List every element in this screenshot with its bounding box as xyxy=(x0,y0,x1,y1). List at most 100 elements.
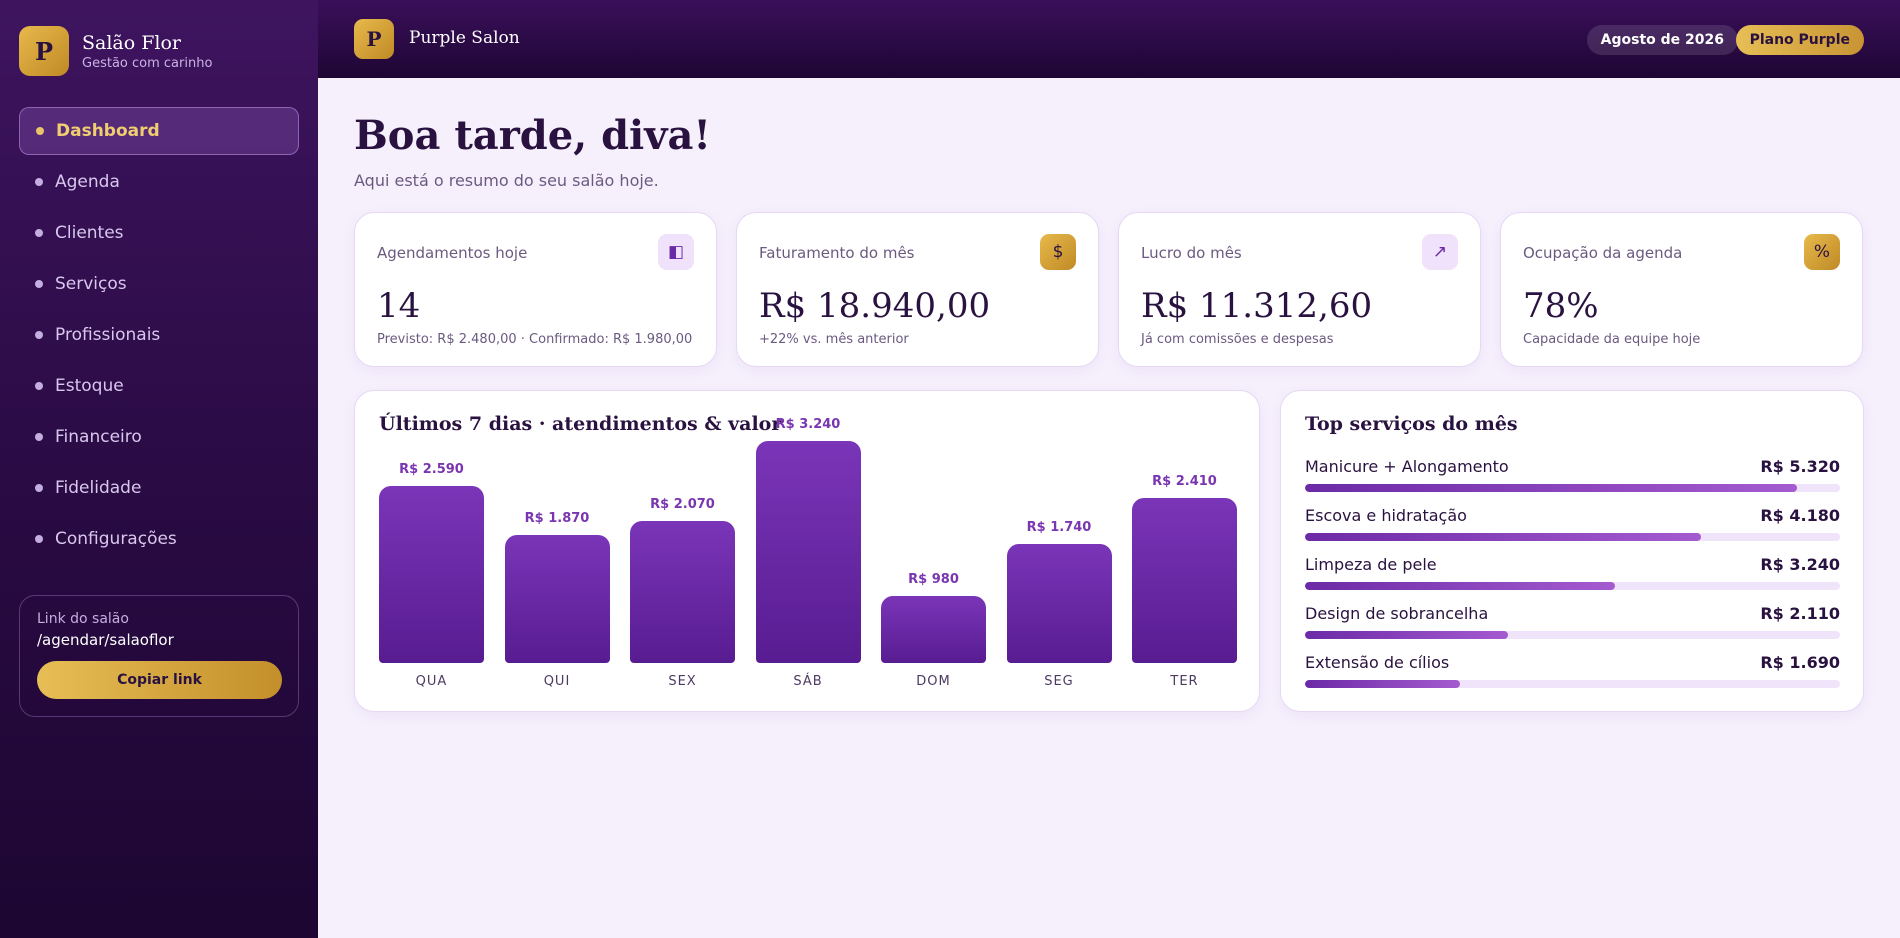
kpi-value: R$ 11.312,60 xyxy=(1141,286,1373,326)
bar-value-label: R$ 2.070 xyxy=(650,497,715,512)
bar-category-label: QUI xyxy=(543,674,571,689)
sidebar-item-dashboard[interactable]: Dashboard xyxy=(19,107,299,155)
bar-value-label: R$ 3.240 xyxy=(775,417,841,432)
service-name: Escova e hidratação xyxy=(1305,506,1467,525)
sidebar-item-label: Agenda xyxy=(55,172,120,192)
sidebar-item-servicos[interactable]: Serviços xyxy=(19,260,299,308)
service-row: Limpeza de pele R$ 3.240 xyxy=(1305,555,1840,574)
bar-category-label: DOM xyxy=(916,674,951,689)
kpi-note: Capacidade da equipe hoje xyxy=(1523,332,1701,347)
trend-up-icon: ↗ xyxy=(1422,234,1458,270)
bullet-icon xyxy=(35,535,43,543)
bar-category-label: SEG xyxy=(1044,674,1074,689)
service-name: Extensão de cílios xyxy=(1305,653,1450,672)
bullet-icon xyxy=(36,127,44,135)
sidebar-item-label: Estoque xyxy=(55,376,124,396)
sidebar-item-label: Serviços xyxy=(55,274,127,294)
bullet-icon xyxy=(35,331,43,339)
bar-value-label: R$ 2.410 xyxy=(1152,474,1217,489)
top-services-title: Top serviços do mês xyxy=(1305,413,1518,435)
bullet-icon xyxy=(35,484,43,492)
kpi-value: R$ 18.940,00 xyxy=(759,286,991,326)
bullet-icon xyxy=(35,229,43,237)
service-row: Extensão de cílios R$ 1.690 xyxy=(1305,653,1840,672)
sidebar-nav: Dashboard Agenda Clientes Serviços Profi… xyxy=(19,107,299,566)
service-value: R$ 5.320 xyxy=(1760,457,1840,476)
sidebar: P Salão Flor Gestão com carinho Dashboar… xyxy=(0,0,318,938)
service-item: Extensão de cílios R$ 1.690 xyxy=(1305,653,1840,688)
salon-link-label: Link do salão xyxy=(37,611,129,627)
service-progress-track xyxy=(1305,680,1840,688)
service-value: R$ 3.240 xyxy=(1760,555,1840,574)
sidebar-item-label: Financeiro xyxy=(55,427,142,447)
kpi-card-occupancy: Ocupação da agenda % 78% Capacidade da e… xyxy=(1500,212,1863,367)
chart-bar[interactable] xyxy=(881,596,986,663)
bar-category-label: TER xyxy=(1170,674,1199,689)
weekly-chart-card: Últimos 7 dias · atendimentos & valor R$… xyxy=(354,390,1260,712)
kpi-card-revenue: Faturamento do mês $ R$ 18.940,00 +22% v… xyxy=(736,212,1099,367)
copy-link-button[interactable]: Copiar link xyxy=(37,661,282,699)
service-progress-fill xyxy=(1305,631,1509,639)
kpi-label: Faturamento do mês xyxy=(759,244,915,262)
bar-value-label: R$ 1.870 xyxy=(524,511,590,526)
kpi-value: 14 xyxy=(377,286,421,326)
chart-bar[interactable] xyxy=(1132,498,1237,663)
sidebar-item-fidelidade[interactable]: Fidelidade xyxy=(19,464,299,512)
dollar-icon: $ xyxy=(1040,234,1076,270)
service-name: Limpeza de pele xyxy=(1305,555,1437,574)
chart-bar[interactable] xyxy=(504,535,610,663)
sidebar-item-label: Clientes xyxy=(55,223,124,243)
sidebar-item-estoque[interactable]: Estoque xyxy=(19,362,299,410)
sidebar-item-agenda[interactable]: Agenda xyxy=(19,158,299,206)
kpi-label: Lucro do mês xyxy=(1141,244,1242,262)
service-item: Design de sobrancelha R$ 2.110 xyxy=(1305,604,1840,639)
bullet-icon xyxy=(35,382,43,390)
service-name: Design de sobrancelha xyxy=(1305,604,1489,623)
kpi-note: Já com comissões e despesas xyxy=(1141,332,1334,347)
sidebar-item-label: Profissionais xyxy=(55,325,161,345)
kpi-label: Agendamentos hoje xyxy=(377,244,528,262)
service-row: Escova e hidratação R$ 4.180 xyxy=(1305,506,1840,525)
salon-link-value[interactable]: /agendar/salaoflor xyxy=(37,631,174,649)
bar-category-label: SÁB xyxy=(793,674,823,689)
bullet-icon xyxy=(35,433,43,441)
plan-badge[interactable]: Plano Purple xyxy=(1735,25,1864,55)
bullet-icon xyxy=(35,280,43,288)
brand-subtitle: Gestão com carinho xyxy=(82,55,213,71)
page-subtitle: Aqui está o resumo do seu salão hoje. xyxy=(354,171,659,190)
service-item: Escova e hidratação R$ 4.180 xyxy=(1305,506,1840,541)
kpi-label: Ocupação da agenda xyxy=(1523,244,1683,262)
bar-category-label: QUA xyxy=(415,674,448,689)
bar-category-label: SEX xyxy=(668,674,697,689)
service-progress-fill xyxy=(1305,484,1798,492)
service-progress-fill xyxy=(1305,680,1461,688)
header-title: Purple Salon xyxy=(409,28,520,48)
service-progress-track xyxy=(1305,484,1840,492)
kpi-note: Previsto: R$ 2.480,00 · Confirmado: R$ 1… xyxy=(377,332,693,347)
service-item: Limpeza de pele R$ 3.240 xyxy=(1305,555,1840,590)
chart-bar[interactable] xyxy=(755,441,861,663)
sidebar-item-configuracoes[interactable]: Configurações xyxy=(19,515,299,563)
sidebar-item-profissionais[interactable]: Profissionais xyxy=(19,311,299,359)
kpi-card-appointments: Agendamentos hoje ◧ 14 Previsto: R$ 2.48… xyxy=(354,212,717,367)
sidebar-item-label: Configurações xyxy=(55,529,177,549)
service-value: R$ 1.690 xyxy=(1760,653,1840,672)
percent-icon: % xyxy=(1804,234,1840,270)
service-item: Manicure + Alongamento R$ 5.320 xyxy=(1305,457,1840,492)
service-value: R$ 2.110 xyxy=(1760,604,1840,623)
sidebar-item-financeiro[interactable]: Financeiro xyxy=(19,413,299,461)
chart-bar[interactable] xyxy=(1006,544,1112,663)
service-progress-track xyxy=(1305,533,1840,541)
bar-value-label: R$ 1.740 xyxy=(1026,520,1092,535)
chart-bar[interactable] xyxy=(379,486,484,663)
service-value: R$ 4.180 xyxy=(1760,506,1840,525)
header-logo: P xyxy=(354,19,394,59)
bullet-icon xyxy=(35,178,43,186)
chart-bar[interactable] xyxy=(630,521,735,663)
salon-link-box: Link do salão /agendar/salaoflor Copiar … xyxy=(19,595,299,717)
month-selector[interactable]: Agosto de 2026 xyxy=(1586,25,1738,55)
service-progress-track xyxy=(1305,631,1840,639)
brand-logo: P xyxy=(19,26,69,76)
sidebar-item-clientes[interactable]: Clientes xyxy=(19,209,299,257)
brand-text: Salão Flor Gestão com carinho xyxy=(82,32,212,71)
